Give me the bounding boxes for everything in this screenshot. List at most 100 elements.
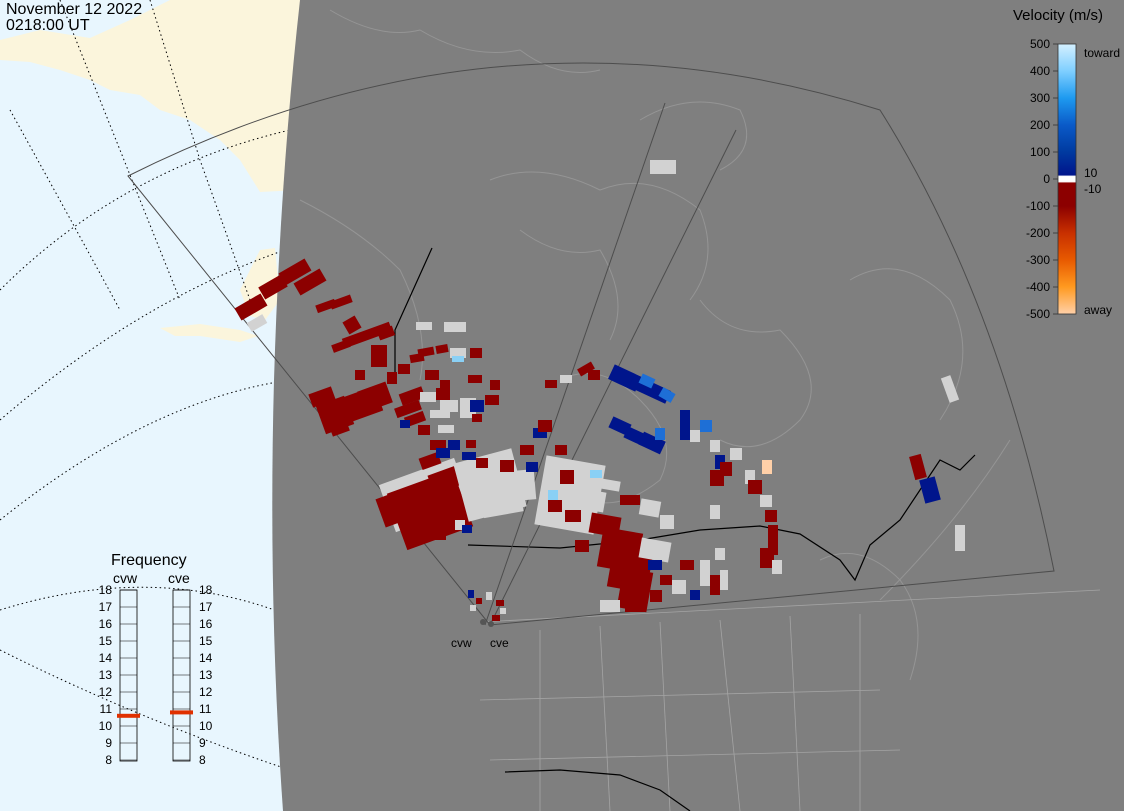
frequency-title: Frequency — [111, 552, 187, 569]
echo-cell — [533, 428, 547, 438]
echo-cell — [909, 453, 927, 481]
echo-cell — [545, 380, 557, 388]
echo-cell — [246, 314, 268, 332]
echo-cell — [573, 487, 607, 513]
echo-cell — [680, 560, 694, 570]
echo-cell — [672, 580, 686, 594]
echo-cell — [577, 361, 595, 377]
echo-cell — [526, 462, 538, 472]
frequency-level-label: 12 — [99, 685, 113, 699]
echo-cell — [638, 498, 662, 518]
echo-cell — [700, 560, 710, 586]
frequency-level-label: 15 — [99, 634, 113, 648]
frequency-level-label: 16 — [199, 617, 213, 631]
frequency-level-label: 11 — [199, 702, 212, 716]
frequency-level-label: 15 — [199, 634, 213, 648]
echo-cell — [398, 364, 410, 374]
echo-cell — [660, 515, 674, 529]
echo-cell — [762, 460, 772, 474]
echo-cell — [376, 325, 396, 341]
frequency-level-label: 14 — [199, 651, 213, 665]
echo-cell — [448, 440, 460, 450]
echo-cell — [496, 600, 504, 606]
echo-cell — [331, 339, 351, 353]
national-borders — [394, 247, 976, 811]
echo-cell — [625, 600, 645, 612]
echo-cell — [500, 608, 506, 614]
frequency-marker-cvw — [117, 713, 140, 718]
echo-cell — [444, 322, 466, 332]
echo-cell — [548, 500, 562, 512]
echo-cell — [745, 470, 755, 484]
echo-cell — [680, 410, 690, 440]
echo-cell — [538, 420, 552, 432]
echo-cell — [638, 431, 666, 455]
radar-label-cve: cve — [490, 636, 509, 650]
echo-cell — [748, 480, 762, 494]
echo-cell — [690, 430, 700, 442]
velocity-title: Velocity (m/s) — [1013, 7, 1103, 24]
echo-cell — [418, 425, 430, 435]
echo-cell — [278, 258, 312, 286]
frequency-level-label: 13 — [199, 668, 213, 682]
echo-cell — [660, 575, 672, 585]
echo-cell — [470, 348, 482, 358]
velocity-tick-label: 400 — [1030, 64, 1050, 78]
echo-cell — [500, 460, 514, 472]
echo-cell — [560, 375, 572, 383]
frequency-level-label: 16 — [99, 617, 113, 631]
frequency-level-label: 10 — [199, 719, 213, 733]
echo-cell — [730, 448, 742, 460]
echo-field — [234, 160, 965, 621]
echo-cell — [341, 321, 393, 349]
echo-cell — [720, 570, 728, 590]
echo-cell — [472, 414, 482, 422]
echo-cell — [375, 492, 405, 528]
echo-cell — [398, 386, 426, 406]
frequency-level-label: 9 — [199, 736, 206, 750]
echo-cell — [234, 293, 268, 321]
radar-site-cve — [488, 621, 494, 627]
echo-cell — [452, 356, 464, 362]
echo-cell — [476, 598, 482, 604]
echo-cell — [620, 495, 640, 505]
echo-cell — [650, 160, 676, 174]
echo-cell — [710, 440, 720, 452]
frequency-level-label: 8 — [105, 753, 112, 767]
frequency-level-label: 11 — [100, 702, 113, 716]
echo-cell — [436, 388, 450, 400]
echo-cell — [765, 510, 777, 522]
echo-cell — [490, 380, 500, 390]
echo-cell — [955, 525, 965, 551]
echo-cell — [565, 510, 581, 522]
velocity-tick-label: -200 — [1026, 226, 1050, 240]
map-region — [272, 0, 1124, 811]
state-borders — [479, 589, 1101, 811]
header-time: 0218:00 UT — [6, 17, 90, 34]
echo-cell — [425, 370, 439, 380]
echo-cell — [455, 520, 465, 530]
echo-cell — [590, 470, 602, 478]
velocity-label-away: away — [1084, 303, 1112, 317]
frequency-level-label: 17 — [199, 600, 213, 614]
echo-cell — [655, 428, 665, 440]
frequency-level-label: 10 — [99, 719, 113, 733]
velocity-tick-label: -300 — [1026, 253, 1050, 267]
velocity-tick-label: 200 — [1030, 118, 1050, 132]
echo-cell — [700, 420, 712, 432]
frequency-level-label: 17 — [99, 600, 113, 614]
velocity-colorbar-fill — [1057, 43, 1077, 315]
echo-cell — [436, 448, 450, 458]
frequency-level-label: 12 — [199, 685, 213, 699]
echo-cell — [638, 373, 656, 389]
land-aleutian — [160, 324, 258, 342]
echo-cell — [648, 560, 662, 570]
echo-cell — [462, 525, 472, 533]
echo-cell — [534, 455, 606, 535]
frequency-level-label: 8 — [199, 753, 206, 767]
echo-cell — [329, 294, 353, 310]
echo-cell — [940, 375, 960, 403]
land-outside-map — [0, 0, 300, 192]
echo-cell — [486, 592, 492, 600]
